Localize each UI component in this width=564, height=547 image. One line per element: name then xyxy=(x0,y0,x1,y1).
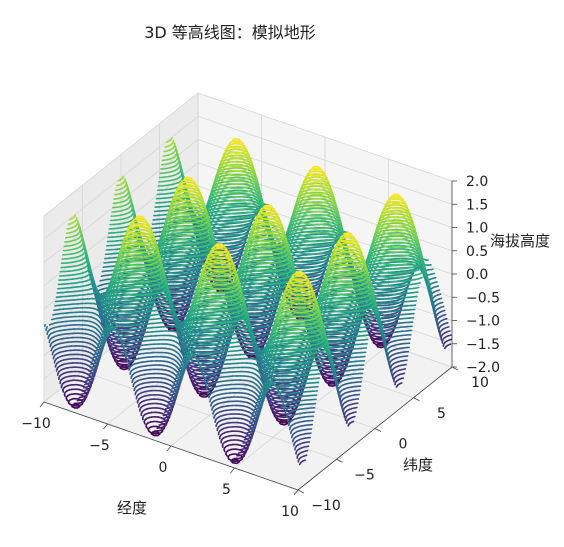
contour-line xyxy=(113,197,120,200)
contour-line xyxy=(238,169,246,172)
contour-line xyxy=(304,273,311,276)
contour-line xyxy=(109,248,121,251)
grid-line-z xyxy=(43,115,453,240)
contour-line xyxy=(174,244,186,248)
contour-line xyxy=(161,158,169,162)
contour-line xyxy=(110,243,122,247)
contour-line xyxy=(165,139,171,143)
contour-line xyxy=(156,193,167,196)
contour-line xyxy=(238,174,245,177)
contour-line xyxy=(163,149,171,153)
grid-line-z xyxy=(43,139,453,263)
contour-line xyxy=(158,205,170,208)
contour-line xyxy=(113,223,120,226)
contour-line xyxy=(238,228,249,232)
contour-line xyxy=(164,145,170,148)
contour-line xyxy=(114,218,121,221)
contour-line xyxy=(160,163,168,166)
contour-line xyxy=(177,257,188,261)
contour-line xyxy=(100,274,108,277)
contour-line xyxy=(160,167,167,170)
contour-line xyxy=(157,213,169,217)
contour-line xyxy=(162,154,169,157)
contour-line xyxy=(237,156,245,159)
contour-line xyxy=(177,284,184,287)
contour-line xyxy=(310,275,317,278)
contour-line xyxy=(106,240,118,243)
contour-line xyxy=(229,142,236,146)
contour-line xyxy=(230,244,238,247)
contour-line xyxy=(240,186,247,190)
contour-line xyxy=(239,191,246,194)
contour-line xyxy=(176,297,183,300)
contour-line xyxy=(246,202,254,206)
contour-line xyxy=(116,205,124,208)
contour-line xyxy=(114,192,122,196)
contour-line xyxy=(115,239,122,242)
contour-line xyxy=(112,202,119,205)
grid-line-z xyxy=(43,162,453,287)
contour-line xyxy=(161,184,169,187)
contour-lines xyxy=(44,137,453,466)
contour-line xyxy=(161,188,168,191)
contour-line xyxy=(241,208,248,211)
contour-line xyxy=(219,235,235,239)
contour-line xyxy=(115,188,121,192)
contour-line xyxy=(111,206,118,209)
grid-line-z xyxy=(43,92,453,217)
contour-line xyxy=(99,279,105,282)
contour-line xyxy=(164,166,172,170)
contour-line xyxy=(307,194,318,198)
